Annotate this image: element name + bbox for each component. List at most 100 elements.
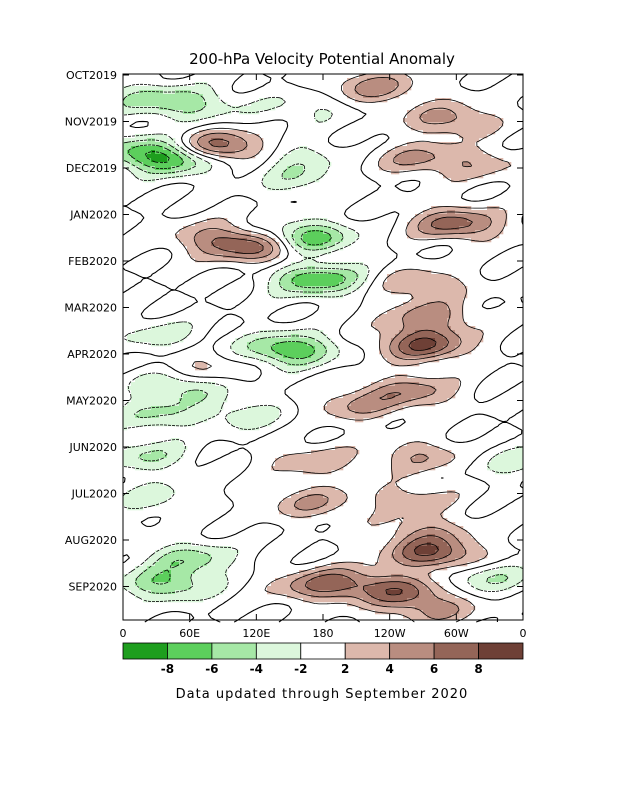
heatmap-cell <box>455 562 460 567</box>
heatmap-cell <box>279 342 284 347</box>
heatmap-cell <box>135 394 140 399</box>
colorbar-swatch <box>478 642 524 660</box>
heatmap-cell <box>343 414 348 419</box>
heatmap-cell <box>171 158 176 163</box>
heatmap-cell <box>431 122 436 127</box>
heatmap-cell <box>427 146 432 151</box>
heatmap-cell <box>403 514 408 519</box>
heatmap-cell <box>187 326 192 331</box>
heatmap-cell <box>447 234 452 239</box>
heatmap-cell <box>183 242 188 247</box>
heatmap-cell <box>387 494 392 499</box>
heatmap-cell <box>471 174 476 179</box>
heatmap-cell <box>463 158 468 163</box>
heatmap-cell <box>291 330 296 335</box>
heatmap-cell <box>211 554 216 559</box>
heatmap-cell <box>319 334 324 339</box>
heatmap-cell <box>139 498 144 503</box>
heatmap-cell <box>423 230 428 235</box>
heatmap-cell <box>123 406 128 411</box>
heatmap-cell <box>439 546 444 551</box>
heatmap-cell <box>319 294 324 299</box>
heatmap-cell <box>211 250 216 255</box>
heatmap-cell <box>327 270 332 275</box>
heatmap-cell <box>375 498 380 503</box>
heatmap-cell <box>239 238 244 243</box>
heatmap-cell <box>135 422 140 427</box>
heatmap-cell <box>375 590 380 595</box>
heatmap-cell <box>295 498 300 503</box>
heatmap-cell <box>435 590 440 595</box>
heatmap-cell <box>491 230 496 235</box>
heatmap-cell <box>123 450 128 455</box>
heatmap-cell <box>439 346 444 351</box>
heatmap-cell <box>419 146 424 151</box>
heatmap-cell <box>219 558 224 563</box>
heatmap-cell <box>387 278 392 283</box>
heatmap-cell <box>255 254 260 259</box>
heatmap-cell <box>419 350 424 355</box>
heatmap-cell <box>191 142 196 147</box>
heatmap-cell <box>123 454 128 459</box>
heatmap-cell <box>235 226 240 231</box>
heatmap-cell <box>427 226 432 231</box>
heatmap-cell <box>163 382 168 387</box>
heatmap-cell <box>323 582 328 587</box>
heatmap-cell <box>487 154 492 159</box>
heatmap-cell <box>311 330 316 335</box>
heatmap-cell <box>399 490 404 495</box>
heatmap-cell <box>299 498 304 503</box>
heatmap-cell <box>131 158 136 163</box>
heatmap-cell <box>203 382 208 387</box>
heatmap-cell <box>439 206 444 211</box>
heatmap-cell <box>335 398 340 403</box>
heatmap-cell <box>155 394 160 399</box>
heatmap-cell <box>387 166 392 171</box>
heatmap-cell <box>479 210 484 215</box>
heatmap-cell <box>463 166 468 171</box>
heatmap-cell <box>207 90 212 95</box>
heatmap-cell <box>387 610 392 615</box>
heatmap-cell <box>415 154 420 159</box>
heatmap-cell <box>427 546 432 551</box>
heatmap-cell <box>243 130 248 135</box>
heatmap-cell <box>415 590 420 595</box>
heatmap-cell <box>479 234 484 239</box>
heatmap-cell <box>167 94 172 99</box>
heatmap-cell <box>447 526 452 531</box>
heatmap-cell <box>283 274 288 279</box>
heatmap-cell <box>395 542 400 547</box>
heatmap-cell <box>415 274 420 279</box>
heatmap-cell <box>179 154 184 159</box>
heatmap-cell <box>311 234 316 239</box>
heatmap-cell <box>355 270 360 275</box>
heatmap-cell <box>147 378 152 383</box>
heatmap-cell <box>283 338 288 343</box>
heatmap-cell <box>351 594 356 599</box>
heatmap-cell <box>339 570 344 575</box>
heatmap-cell <box>303 162 308 167</box>
heatmap-cell <box>379 90 384 95</box>
heatmap-cell <box>135 86 140 91</box>
heatmap-cell <box>399 538 404 543</box>
heatmap-cell <box>407 86 412 91</box>
heatmap-cell <box>359 390 364 395</box>
heatmap-cell <box>135 170 140 175</box>
heatmap-cell <box>195 586 200 591</box>
heatmap-cell <box>171 566 176 571</box>
heatmap-cell <box>211 110 216 115</box>
heatmap-cell <box>411 326 416 331</box>
heatmap-cell <box>359 270 364 275</box>
heatmap-cell <box>335 262 340 267</box>
heatmap-cell <box>327 410 332 415</box>
heatmap-cell <box>479 574 484 579</box>
heatmap-cell <box>499 458 504 463</box>
heatmap-cell <box>275 334 280 339</box>
heatmap-cell <box>395 458 400 463</box>
heatmap-cell <box>463 154 468 159</box>
heatmap-cell <box>291 366 296 371</box>
heatmap-cell <box>403 494 408 499</box>
heatmap-cell <box>471 118 476 123</box>
heatmap-cell <box>407 566 412 571</box>
heatmap-cell <box>383 498 388 503</box>
